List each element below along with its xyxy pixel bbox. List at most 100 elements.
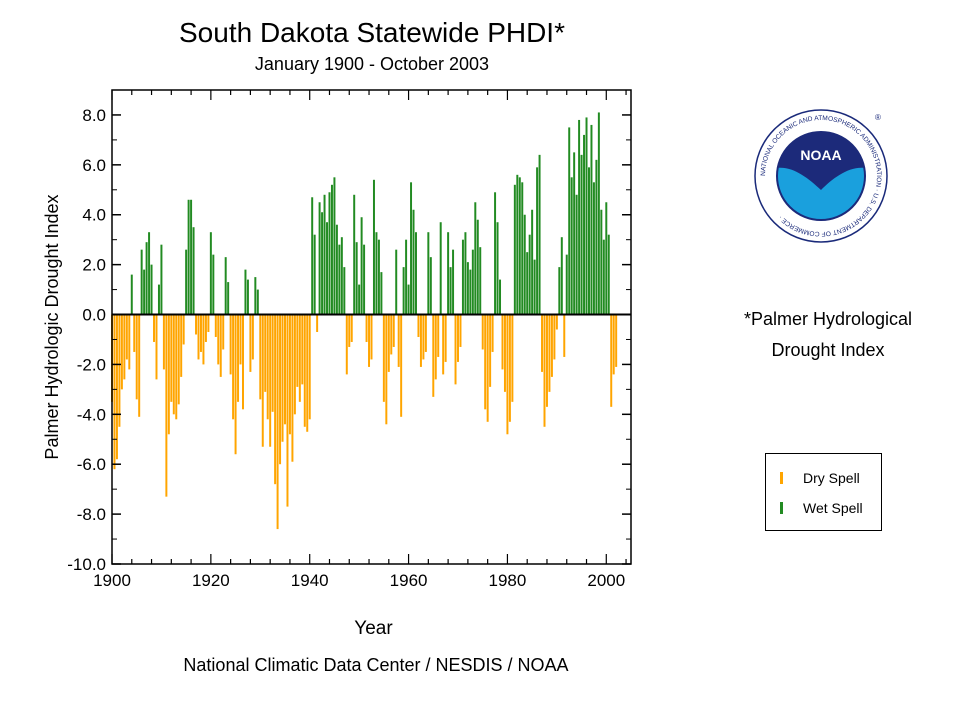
bar xyxy=(548,314,551,392)
bar xyxy=(516,174,519,315)
x-tick-label: 1900 xyxy=(93,571,131,590)
chart-title: South Dakota Statewide PHDI* xyxy=(179,17,565,48)
bar xyxy=(326,222,329,315)
bar xyxy=(212,254,215,315)
bar xyxy=(405,239,408,315)
bar xyxy=(565,254,568,315)
index-footnote: *Palmer Hydrological Drought Index xyxy=(728,304,928,366)
bar xyxy=(543,314,546,427)
bar xyxy=(353,194,356,315)
bar xyxy=(459,314,462,347)
bar xyxy=(301,314,304,385)
bar xyxy=(370,314,373,360)
bar xyxy=(585,117,588,315)
bar xyxy=(380,272,383,315)
bar xyxy=(469,269,472,315)
legend-label-dry: Dry Spell xyxy=(803,470,860,486)
bar xyxy=(222,314,225,350)
bar xyxy=(578,119,581,315)
bar xyxy=(550,314,553,377)
bar xyxy=(600,209,603,315)
legend-label-wet: Wet Spell xyxy=(803,500,863,516)
bar xyxy=(242,314,244,410)
bar xyxy=(308,314,311,420)
bar xyxy=(281,314,284,442)
bar xyxy=(365,314,368,342)
bar xyxy=(133,314,136,352)
bar xyxy=(175,314,178,420)
bar xyxy=(595,159,598,315)
bar xyxy=(256,289,259,315)
bar xyxy=(348,314,351,347)
bar xyxy=(590,124,593,315)
bar-series xyxy=(111,112,618,530)
bar xyxy=(387,314,390,372)
bar xyxy=(486,314,489,422)
y-tick-label: -8.0 xyxy=(77,505,106,524)
bar xyxy=(442,314,445,375)
bar xyxy=(410,182,413,315)
y-axis-label: Palmer Hydrologic Drought Index xyxy=(42,194,62,459)
bar xyxy=(553,314,556,360)
bar xyxy=(573,152,576,315)
x-tick-label: 1940 xyxy=(291,571,329,590)
bar xyxy=(615,314,618,367)
y-tick-label: 6.0 xyxy=(82,156,106,175)
bar xyxy=(395,249,398,315)
bar xyxy=(338,244,341,315)
bar xyxy=(417,314,420,337)
bar xyxy=(476,219,479,315)
bar xyxy=(377,239,380,315)
bar xyxy=(219,314,222,377)
bar xyxy=(368,314,371,367)
bar xyxy=(501,314,504,370)
bar xyxy=(607,234,610,315)
bar xyxy=(528,234,531,315)
bar xyxy=(575,194,578,315)
bar xyxy=(382,314,385,402)
bar xyxy=(271,314,274,412)
bar xyxy=(120,314,123,390)
bar xyxy=(437,314,440,357)
bar xyxy=(415,232,417,315)
bar xyxy=(214,314,217,337)
bar xyxy=(570,177,573,315)
bar xyxy=(461,239,464,315)
bar xyxy=(592,182,595,315)
bar xyxy=(494,192,497,315)
bar xyxy=(397,314,400,367)
bar xyxy=(145,242,148,315)
x-tick-label: 1980 xyxy=(489,571,527,590)
bar xyxy=(583,134,586,315)
bar xyxy=(311,197,314,315)
bar xyxy=(536,167,539,315)
bar xyxy=(180,314,183,377)
bar xyxy=(321,212,324,315)
y-tick-label: 2.0 xyxy=(82,256,106,275)
bar xyxy=(402,267,405,315)
bar xyxy=(162,314,165,370)
legend-swatch-dry xyxy=(780,472,783,484)
bar xyxy=(568,127,571,315)
bar xyxy=(345,314,348,375)
y-tick-label: -6.0 xyxy=(77,455,106,474)
bar xyxy=(503,314,506,392)
bar xyxy=(412,209,415,315)
bar xyxy=(457,314,459,362)
bar xyxy=(306,314,309,432)
bar xyxy=(434,314,437,380)
bar xyxy=(118,314,121,427)
bar xyxy=(291,314,294,462)
footnote-line-2: Drought Index xyxy=(771,340,885,360)
bar xyxy=(508,314,511,422)
noaa-logo: NATIONAL OCEANIC AND ATMOSPHERIC ADMINIS… xyxy=(754,109,888,243)
bar xyxy=(123,314,126,380)
bar xyxy=(182,314,185,345)
bar xyxy=(439,222,442,315)
bar xyxy=(125,314,128,360)
bar xyxy=(224,257,227,315)
bar xyxy=(390,314,393,355)
source-credit: National Climatic Data Center / NESDIS /… xyxy=(183,655,568,675)
bar xyxy=(350,314,353,342)
